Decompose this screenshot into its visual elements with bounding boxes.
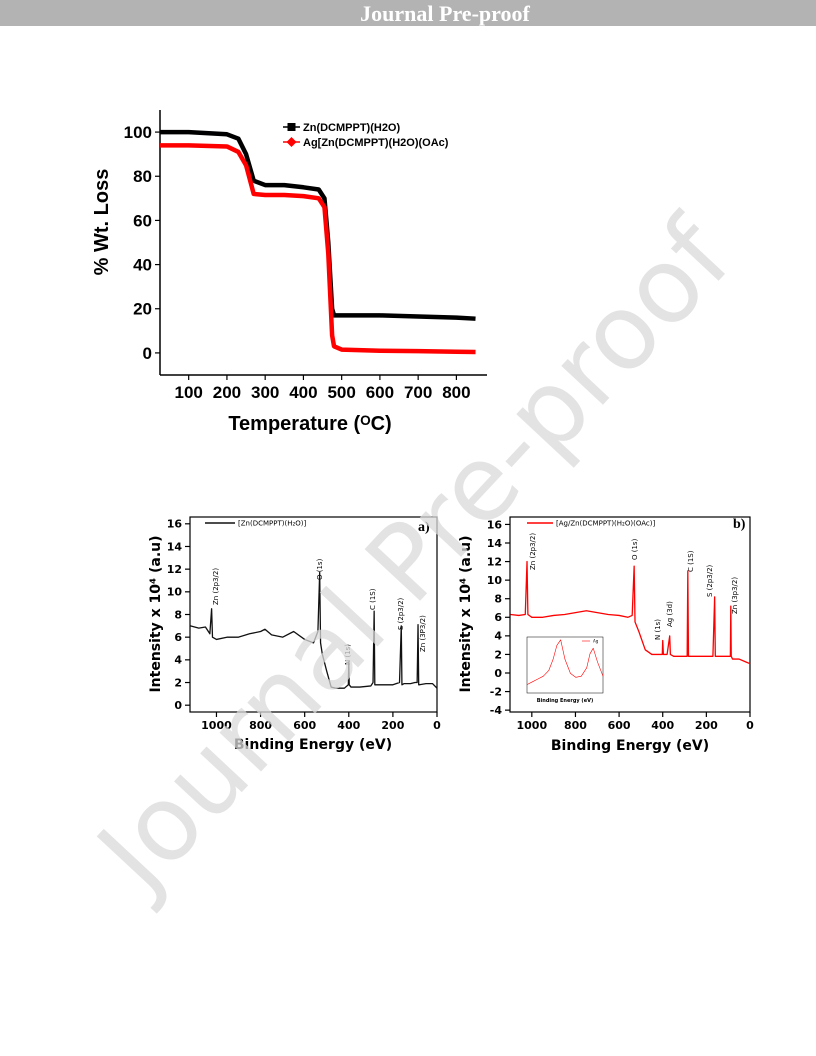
chart: 1000 800 600 400 200 0 0 2 4 6 8 10 12 14 16 Binding En…	[148, 516, 441, 753]
x-tick-label: 700	[404, 383, 432, 402]
y-tick-label: 60	[133, 211, 152, 230]
data-line	[526, 639, 604, 685]
y-tick-label: 10	[487, 574, 503, 587]
plot-frame	[526, 636, 604, 694]
plot-frame	[509, 516, 751, 713]
watermark: Journal Pre-proof	[70, 194, 756, 917]
x-tick-label: 0	[433, 719, 441, 732]
y-tick-label: 0	[174, 699, 182, 712]
y-tick-label: 0	[494, 667, 502, 680]
y-axis-label: Intensity x 10⁴ (a.u)	[148, 535, 164, 692]
peak-label: N (1s)	[344, 644, 352, 665]
panel-label: b)	[733, 517, 746, 532]
x-tick-label: 100	[174, 383, 202, 402]
x-axis-label: Binding Energy (eV)	[537, 698, 594, 704]
y-axis-label: % Wt. Loss	[91, 169, 113, 276]
x-tick-label: 400	[337, 719, 360, 732]
y-tick-label: 16	[167, 518, 183, 531]
peak-label: O (1s)	[316, 558, 324, 580]
figures: 100 200 300 400 500 600 700 800020406080100Temp…	[91, 110, 754, 754]
x-tick-label: 600	[293, 719, 316, 732]
data-line	[160, 143, 476, 355]
y-tick-label: 6	[174, 631, 182, 644]
y-tick-label: 80	[133, 167, 152, 186]
legend-label: [Ag/Zn(DCMPPT)(H₂O)(OAc)]	[556, 519, 655, 527]
legend-label: Zn(DCMPPT)(H2O)	[303, 122, 400, 134]
x-axis-label: Binding Energy (eV)	[551, 738, 709, 754]
peak-label: Zn (3p3/2)	[731, 577, 739, 614]
y-tick-label: 16	[487, 518, 503, 531]
x-axis-label: Binding Energy (eV)	[234, 737, 392, 753]
data-line	[190, 571, 438, 689]
data-line	[510, 560, 751, 665]
y-tick-label: 12	[167, 563, 182, 576]
data-line	[160, 129, 476, 321]
x-axis-label: Temperature (ᴼC)	[228, 413, 391, 435]
peak-label: Ag (3d)	[666, 601, 674, 627]
peak-label: C (1S)	[369, 588, 377, 610]
x-tick-label: 800	[564, 719, 587, 732]
header-title: Journal Pre-proof	[360, 1, 530, 26]
x-tick-label: 800	[442, 383, 470, 402]
y-tick-label: 0	[143, 344, 152, 363]
y-tick-label: 2	[494, 648, 502, 661]
y-tick-label: 40	[133, 256, 152, 275]
x-tick-label: 800	[249, 719, 272, 732]
peak-label: N (1s)	[654, 619, 662, 640]
chart: Binding Energy (eV) Ag	[526, 636, 604, 704]
x-tick-label: 1000	[517, 719, 548, 732]
peak-label: O (1s)	[631, 538, 639, 560]
legend-marker	[286, 137, 297, 147]
y-tick-label: 8	[494, 593, 502, 606]
peak-label: S (2p3/2)	[397, 597, 405, 630]
x-tick-label: 500	[327, 383, 355, 402]
x-tick-label: 400	[651, 719, 674, 732]
x-tick-label: 600	[608, 719, 631, 732]
peak-label: Zn (3P3/2)	[419, 615, 427, 652]
x-tick-label: 0	[746, 719, 754, 732]
inset-background	[527, 637, 603, 693]
x-tick-label: 200	[381, 719, 404, 732]
x-tick-label: 400	[289, 383, 317, 402]
header-bar	[0, 0, 816, 26]
legend-label: Ag[Zn(DCMPPT)(H2O)(OAc)	[303, 137, 449, 149]
peak-label: Zn (2p3/2)	[529, 533, 537, 570]
x-tick-label: 600	[366, 383, 394, 402]
y-tick-label: 6	[494, 611, 502, 624]
x-tick-label: 300	[251, 383, 279, 402]
y-tick-label: 14	[167, 540, 183, 553]
x-tick-label: 1000	[201, 719, 232, 732]
legend-label: Ag	[593, 638, 599, 643]
peak-label: Zn (2p3/2)	[212, 568, 220, 605]
y-tick-label: -4	[490, 704, 503, 717]
y-tick-label: 100	[124, 123, 152, 142]
y-tick-label: 8	[174, 608, 182, 621]
y-tick-label: 20	[133, 300, 152, 319]
peak-label: S (2p3/2)	[706, 564, 714, 597]
y-tick-label: 14	[487, 537, 503, 550]
panel-label: a)	[418, 520, 430, 535]
y-tick-label: 12	[487, 555, 502, 568]
chart: 1000 800 600 400 200 0 -4 -2 0 2 4 6 8 10 12 14 16 Bindin…	[458, 516, 754, 754]
legend-label: [Zn(DCMPPT)(H₂O)]	[238, 519, 307, 527]
y-axis-label: Intensity x 10⁴ (a.u)	[458, 535, 474, 692]
y-tick-label: 4	[174, 654, 182, 667]
legend-marker	[287, 123, 296, 131]
chart: 100 200 300 400 500 600 700 800 0 20 40 60 80 100 Temp…	[91, 110, 487, 435]
y-tick-label: -2	[490, 685, 502, 698]
y-tick-label: 4	[494, 630, 502, 643]
x-tick-label: 200	[695, 719, 718, 732]
y-tick-label: 10	[167, 586, 183, 599]
peak-label: C (1S)	[687, 550, 695, 572]
y-tick-label: 2	[174, 676, 182, 689]
x-tick-label: 200	[213, 383, 241, 402]
